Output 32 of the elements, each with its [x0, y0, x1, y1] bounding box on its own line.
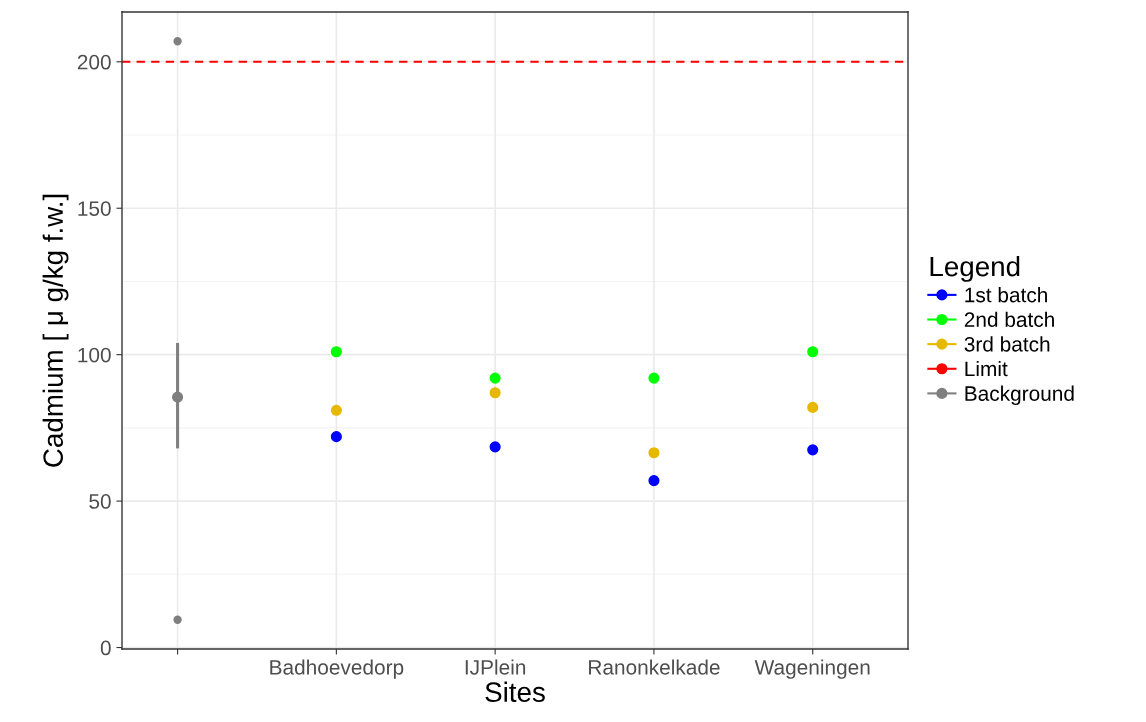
point [172, 391, 184, 403]
x-tick-label: Badhoevedorp [270, 659, 404, 679]
point [807, 401, 819, 413]
point [648, 372, 660, 384]
y-axis-title: Cadmium [ μ g/kg f.w.] [42, 194, 69, 467]
legend-label: 1st batch [965, 287, 1047, 303]
point [807, 444, 819, 456]
y-tick-label: 100 [78, 347, 111, 363]
y-tick-label: 0 [100, 640, 111, 656]
point [807, 346, 819, 358]
point [330, 431, 342, 443]
y-tick-label: 150 [78, 201, 111, 216]
legend-label: Limit [965, 360, 1008, 377]
point [330, 346, 342, 358]
point [173, 615, 182, 624]
x-tick-label: Ranonkelkade [589, 659, 720, 675]
legend-label: Background [965, 385, 1074, 406]
y-tick-label: 50 [89, 494, 111, 509]
x-tick-label: IJPlein [465, 659, 526, 675]
x-tick-label: Wageningen [754, 659, 870, 679]
point [648, 475, 660, 487]
point [173, 37, 182, 46]
point [489, 441, 501, 453]
point [330, 404, 342, 416]
point [489, 372, 501, 384]
legend-label: 3rd batch [964, 336, 1050, 352]
point [648, 447, 660, 459]
legend-title: Legend [930, 255, 1020, 282]
x-axis-title: Sites [485, 681, 545, 703]
point [489, 387, 501, 399]
y-tick-label: 200 [77, 54, 111, 70]
legend-label: 2nd batch [964, 311, 1054, 328]
